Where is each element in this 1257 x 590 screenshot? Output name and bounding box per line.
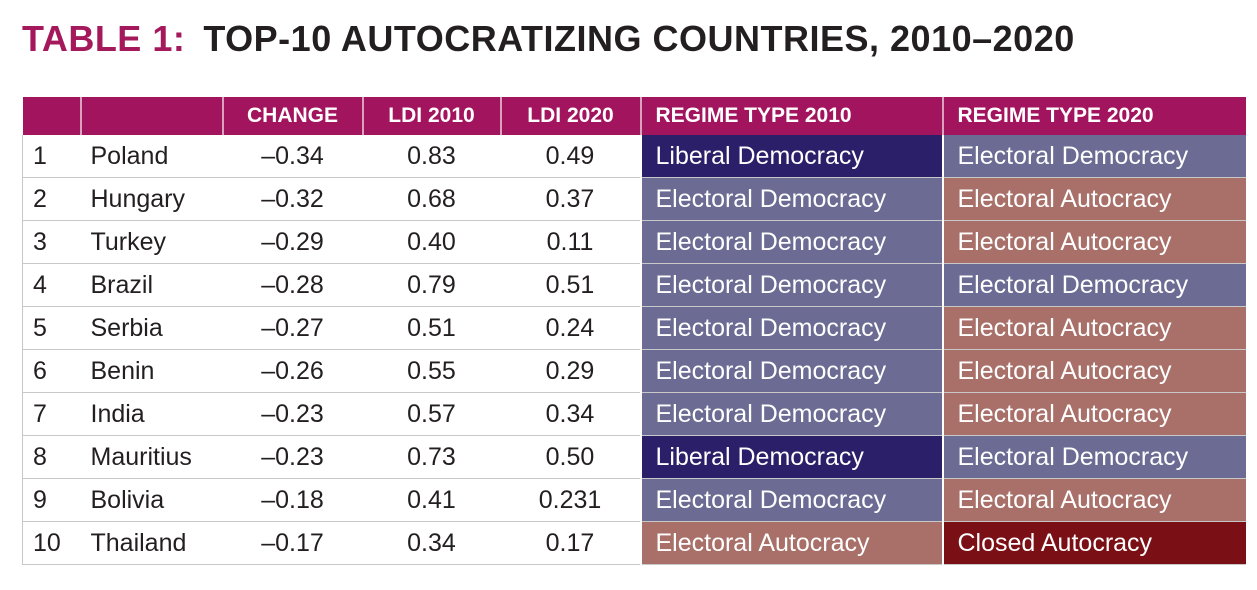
header-change: CHANGE [221,97,363,135]
header-ldi-2020: LDI 2020 [499,97,641,135]
rank: 10 [22,521,81,565]
ldi-2020-value: 0.50 [500,435,641,479]
header-regime-2020: REGIME TYPE 2020 [941,97,1246,135]
regime-2010: Electoral Democracy [639,349,943,393]
autocratizing-countries-table: CHANGE LDI 2010 LDI 2020 REGIME TYPE 201… [22,97,1246,565]
regime-2010: Liberal Democracy [639,435,943,479]
ldi-2010-value: 0.34 [362,521,501,565]
table-title: TABLE 1: TOP-10 AUTOCRATIZING COUNTRIES, … [22,18,1075,60]
country-name: Turkey [80,220,223,264]
regime-2010: Electoral Autocracy [639,521,943,565]
ldi-2010-value: 0.79 [362,263,501,307]
header-rank [22,97,81,135]
regime-2020: Electoral Democracy [941,135,1246,178]
table-row: 10 Thailand –0.17 0.34 0.17 Electoral Autocra… [22,521,1246,565]
table-row: 9 Bolivia –0.18 0.41 0.231 Electoral Democrac… [22,478,1246,522]
rank: 3 [22,220,81,264]
table-row: 2 Hungary –0.32 0.68 0.37 Electoral Democracy… [22,177,1246,221]
ldi-2010-value: 0.41 [362,478,501,522]
table-row: 3 Turkey –0.29 0.40 0.11 Electoral Democracy E… [22,220,1246,264]
country-name: Thailand [80,521,223,565]
rank: 4 [22,263,81,307]
rank: 6 [22,349,81,393]
rank: 8 [22,435,81,479]
country-name: Serbia [80,306,223,350]
regime-2020: Electoral Autocracy [941,478,1246,522]
ldi-2010-value: 0.40 [362,220,501,264]
rank: 2 [22,177,81,221]
change-value: –0.17 [222,521,363,565]
regime-2020: Electoral Autocracy [941,306,1246,350]
change-value: –0.26 [222,349,363,393]
regime-2010: Electoral Democracy [639,263,943,307]
ldi-2020-value: 0.37 [500,177,641,221]
ldi-2010-value: 0.73 [362,435,501,479]
change-value: –0.34 [222,135,363,178]
ldi-2010-value: 0.57 [362,392,501,436]
regime-2020: Electoral Democracy [941,435,1246,479]
regime-2010: Electoral Democracy [639,177,943,221]
rank: 9 [22,478,81,522]
country-name: Bolivia [80,478,223,522]
table-row: 4 Brazil –0.28 0.79 0.51 Electoral Democracy E… [22,263,1246,307]
regime-2020: Closed Autocracy [941,521,1246,565]
ldi-2020-value: 0.51 [500,263,641,307]
regime-2020: Electoral Autocracy [941,177,1246,221]
ldi-2020-value: 0.29 [500,349,641,393]
header-ldi-2010: LDI 2010 [361,97,501,135]
regime-2020: Electoral Democracy [941,263,1246,307]
change-value: –0.18 [222,478,363,522]
header-row: CHANGE LDI 2010 LDI 2020 REGIME TYPE 201… [22,97,1246,135]
ldi-2010-value: 0.68 [362,177,501,221]
ldi-2020-value: 0.34 [500,392,641,436]
table-row: 8 Mauritius –0.23 0.73 0.50 Liberal Democracy… [22,435,1246,479]
change-value: –0.23 [222,392,363,436]
table-row: 1 Poland –0.34 0.83 0.49 Liberal Democracy Ele… [22,135,1246,178]
regime-2020: Electoral Autocracy [941,349,1246,393]
rank: 5 [22,306,81,350]
table-label: TABLE 1: [22,18,186,59]
country-name: Mauritius [80,435,223,479]
table-title-text: TOP-10 AUTOCRATIZING COUNTRIES, 2010–202… [203,18,1075,59]
regime-2010: Electoral Democracy [639,220,943,264]
header-regime-2010: REGIME TYPE 2010 [639,97,943,135]
country-name: India [80,392,223,436]
change-value: –0.29 [222,220,363,264]
regime-2020: Electoral Autocracy [941,392,1246,436]
country-name: Benin [80,349,223,393]
regime-2010: Electoral Democracy [639,478,943,522]
ldi-2020-value: 0.17 [500,521,641,565]
country-name: Poland [80,135,223,178]
header-country [79,97,223,135]
table-row: 7 India –0.23 0.57 0.34 Electoral Democracy El… [22,392,1246,436]
ldi-2010-value: 0.55 [362,349,501,393]
country-name: Hungary [80,177,223,221]
change-value: –0.27 [222,306,363,350]
change-value: –0.32 [222,177,363,221]
regime-2010: Liberal Democracy [639,135,943,178]
ldi-2020-value: 0.49 [500,135,641,178]
regime-2010: Electoral Democracy [639,306,943,350]
ldi-2010-value: 0.83 [362,135,501,178]
regime-2020: Electoral Autocracy [941,220,1246,264]
change-value: –0.23 [222,435,363,479]
table-row: 5 Serbia –0.27 0.51 0.24 Electoral Democracy E… [22,306,1246,350]
rank: 1 [22,135,81,178]
change-value: –0.28 [222,263,363,307]
ldi-2020-value: 0.11 [500,220,641,264]
ldi-2020-value: 0.231 [500,478,641,522]
country-name: Brazil [80,263,223,307]
table-row: 6 Benin –0.26 0.55 0.29 Electoral Democracy El… [22,349,1246,393]
regime-2010: Electoral Democracy [639,392,943,436]
rank: 7 [22,392,81,436]
ldi-2010-value: 0.51 [362,306,501,350]
ldi-2020-value: 0.24 [500,306,641,350]
